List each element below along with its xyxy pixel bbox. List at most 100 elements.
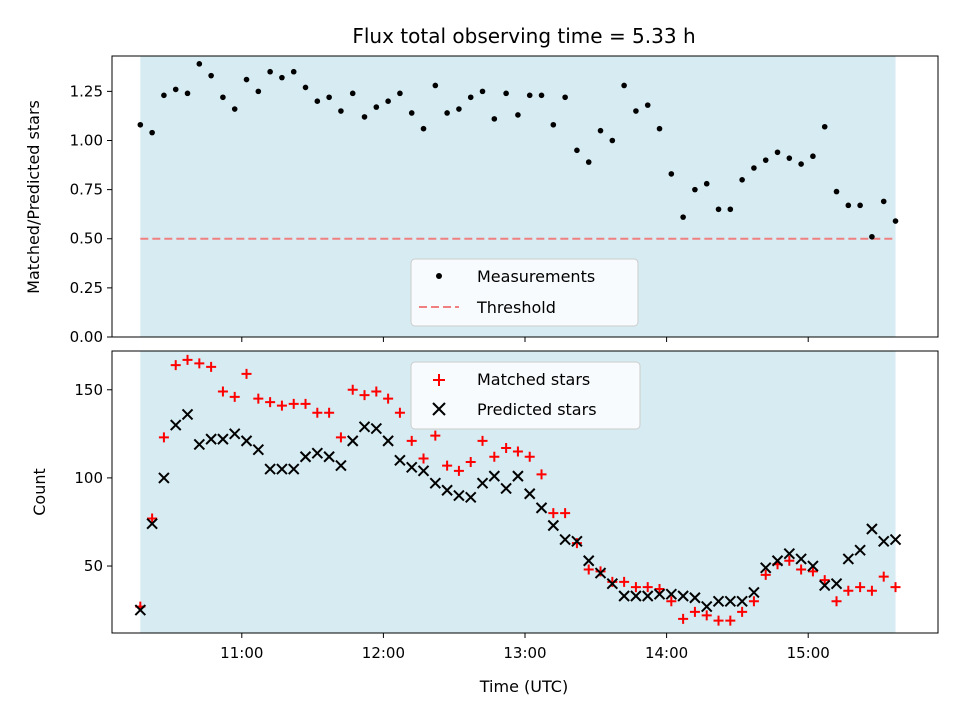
matched-star-point [654, 583, 665, 594]
legend-predicted-label: Predicted stars [477, 400, 597, 419]
measurement-point [751, 165, 757, 171]
predicted-star-point [276, 463, 288, 475]
matched-star-point [843, 585, 854, 596]
measurement-point [703, 180, 710, 187]
measurement-point [208, 72, 214, 79]
predicted-star-point [689, 592, 701, 604]
bottom-panel-frame [111, 350, 939, 634]
predicted-star-point [748, 586, 760, 599]
measurement-point [184, 90, 191, 97]
matched-star-point [170, 360, 181, 371]
measurement-point [302, 84, 309, 91]
top-legend-box [410, 258, 639, 327]
measurement-point [255, 88, 262, 95]
matched-star-point [796, 564, 807, 575]
matched-star-point [288, 398, 299, 409]
measurement-point [361, 114, 368, 120]
matched-star-point [866, 585, 877, 596]
matched-star-point [666, 596, 677, 607]
predicted-star-point [842, 553, 855, 565]
predicted-star-point [406, 461, 418, 474]
legend-predicted-marker [432, 402, 446, 416]
predicted-star-point [535, 502, 548, 514]
predicted-star-point [594, 567, 607, 579]
measurement-point [833, 188, 840, 195]
matched-star-point [701, 610, 712, 621]
measurement-point [290, 68, 297, 75]
matched-star-point [265, 397, 276, 408]
x-axis-label: Time (UTC) [479, 677, 568, 696]
measurement-point [503, 90, 509, 97]
measurement-point [491, 116, 498, 122]
measurement-point [243, 76, 250, 83]
top-y-tick-label: 0.75 [70, 181, 103, 199]
predicted-star-point [299, 451, 312, 463]
top-y-ticks: 0.00 0.25 0.50 0.75 1.00 1.25 [70, 82, 112, 346]
predicted-star-point [500, 482, 512, 495]
legend-matched-marker [433, 374, 445, 386]
matched-star-point [253, 393, 264, 404]
x-tick-label: 12:00 [362, 644, 405, 662]
top-y-axis-label: Matched/Predicted stars [24, 100, 43, 294]
matched-star-point [642, 582, 653, 593]
x-tick-label: 15:00 [787, 644, 830, 662]
measurement-point [314, 98, 321, 104]
matched-star-point [418, 453, 429, 464]
top-panel-frame [111, 55, 939, 338]
measurement-point [798, 161, 804, 167]
legend-threshold-label: Threshold [476, 298, 556, 317]
bottom-x-ticks: 11:00 12:00 13:00 14:00 15:00 [220, 633, 830, 662]
matched-star-point [335, 432, 346, 443]
measurement-point [231, 106, 238, 112]
predicted-star-point [417, 465, 430, 477]
measurement-point [880, 198, 887, 205]
predicted-star-point [347, 435, 359, 447]
predicted-star-point [618, 590, 630, 602]
matched-star-point [217, 386, 228, 397]
measurement-point [149, 129, 155, 136]
predicted-star-point [382, 435, 394, 447]
measurement-point [137, 121, 144, 128]
predicted-star-point [677, 590, 689, 602]
measurement-point [774, 149, 781, 156]
measurement-point [727, 206, 734, 213]
measurement-point [692, 186, 698, 193]
predicted-star-point [370, 422, 383, 435]
predicted-star-point [653, 588, 666, 600]
measurement-point [609, 137, 616, 144]
matched-star-point [442, 460, 453, 471]
predicted-star-point [889, 533, 902, 546]
matched-star-point [678, 613, 689, 624]
bottom-y-tick-label: 100 [74, 469, 103, 487]
predicted-star-point [606, 577, 619, 590]
measurement-point [467, 94, 474, 101]
predicted-star-point [465, 491, 477, 503]
predicted-star-point [429, 477, 442, 489]
predicted-star-point [630, 590, 642, 602]
measurement-point [633, 108, 639, 114]
measurement-point [668, 171, 675, 177]
top-legend: Measurements Threshold [410, 258, 639, 327]
measurement-point [349, 90, 356, 97]
predicted-star-point [783, 547, 796, 560]
predicted-star-point [712, 595, 725, 607]
matched-star-point [595, 566, 606, 577]
bottom-y-tick-label: 150 [74, 381, 103, 399]
matched-star-point [465, 457, 476, 468]
measurement-point [456, 106, 462, 112]
predicted-star-point [665, 588, 678, 600]
measurement-point [680, 214, 686, 220]
measurement-point [326, 94, 332, 101]
predicted-star-point [583, 555, 595, 567]
predicted-star-point [335, 459, 347, 472]
measurement-point [644, 102, 651, 108]
matched-star-point [394, 407, 405, 418]
predicted-star-point [229, 428, 241, 440]
measurement-point [597, 127, 604, 134]
predicted-star-point [488, 470, 501, 482]
matched-star-point [359, 390, 370, 401]
predicted-star-point [771, 555, 784, 567]
matched-star-point [819, 575, 830, 586]
measurement-point [621, 82, 627, 89]
matched-star-point [548, 508, 559, 519]
